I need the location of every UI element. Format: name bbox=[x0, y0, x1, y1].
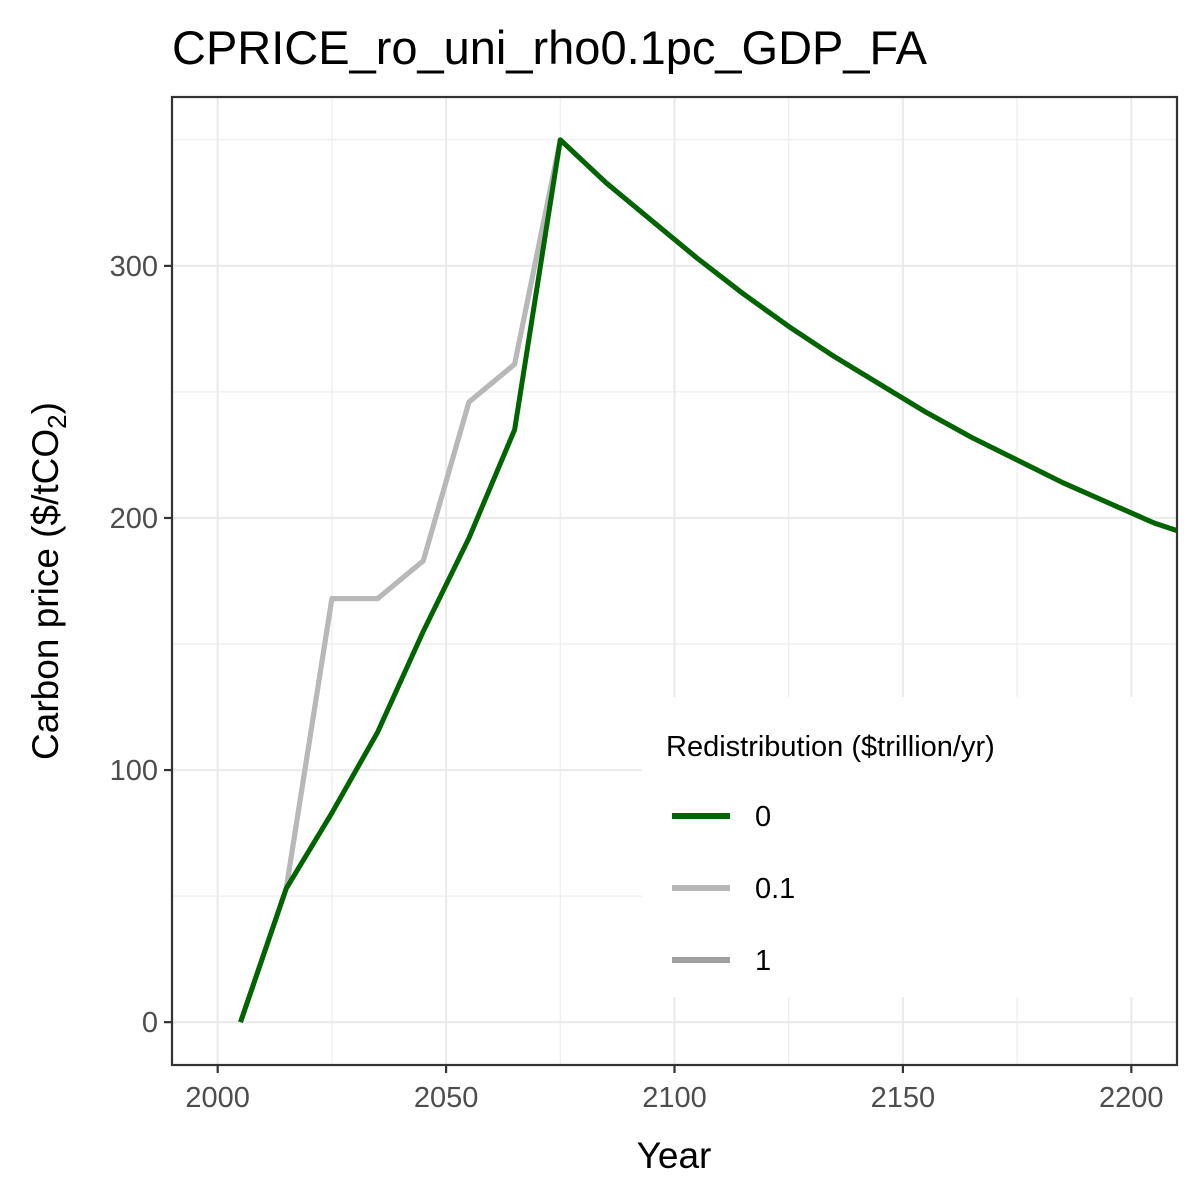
x-tick-label: 2050 bbox=[414, 1082, 479, 1114]
y-axis: 0 100 200 300 bbox=[110, 251, 172, 1039]
y-tick-label: 200 bbox=[110, 503, 158, 535]
x-tick-label: 2200 bbox=[1099, 1082, 1164, 1114]
legend-label-1: 1 bbox=[755, 945, 771, 977]
legend-label-0: 0 bbox=[755, 801, 771, 833]
legend-label-0-1: 0.1 bbox=[755, 873, 795, 905]
x-tick-label: 2000 bbox=[185, 1082, 250, 1114]
legend-title: Redistribution ($trillion/yr) bbox=[666, 731, 995, 763]
y-axis-title-subscript: 2 bbox=[42, 414, 72, 428]
y-axis-title-main: Carbon price ($/tCO bbox=[25, 429, 66, 760]
series-line-0 bbox=[238, 137, 1178, 1023]
y-tick-label: 100 bbox=[110, 755, 158, 787]
x-axis: 2000 2050 2100 2150 2200 bbox=[185, 1065, 1164, 1114]
x-axis-title: Year bbox=[637, 1135, 712, 1176]
x-tick-label: 2100 bbox=[642, 1082, 707, 1114]
y-tick-label: 0 bbox=[142, 1007, 158, 1039]
legend-background bbox=[642, 697, 1178, 997]
legend-items: 00.11 bbox=[672, 801, 795, 977]
plot-title: CPRICE_ro_uni_rho0.1pc_GDP_FA bbox=[172, 21, 928, 74]
y-axis-title: Carbon price ($/tCO2) bbox=[25, 402, 72, 760]
y-tick-label: 300 bbox=[110, 251, 158, 283]
y-axis-title-end: ) bbox=[25, 402, 66, 414]
x-tick-label: 2150 bbox=[871, 1082, 936, 1114]
series-lines bbox=[238, 137, 1178, 1023]
